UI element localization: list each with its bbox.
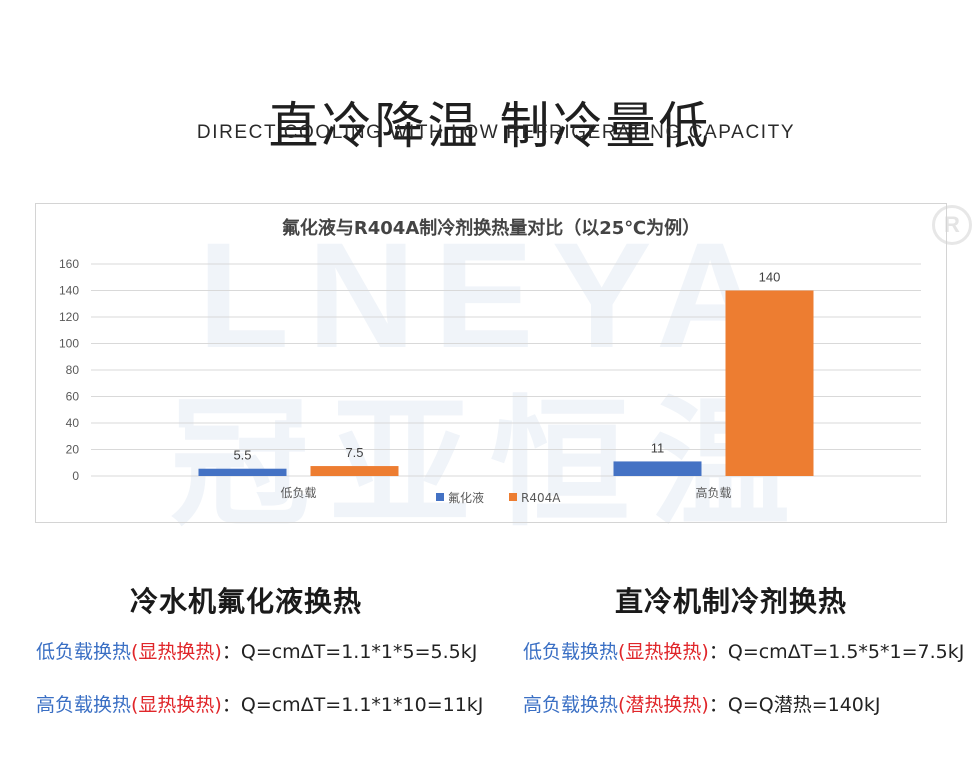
y-tick-label: 80: [66, 363, 80, 377]
legend-label: 氟化液: [448, 490, 484, 505]
formula-name: 高负载换热: [523, 694, 619, 716]
x-category-label: 高负载: [695, 485, 731, 500]
y-tick-label: 100: [59, 337, 79, 351]
bar: [310, 466, 399, 476]
y-tick-label: 40: [66, 416, 80, 430]
legend-label: R404A: [521, 491, 561, 505]
formula-separator: ：: [221, 694, 241, 716]
formula-separator: ：: [708, 641, 728, 663]
chart-title: 氟化液与R404A制冷剂换热量对比（以25℃为例）: [282, 217, 700, 239]
bar: [613, 461, 702, 476]
data-label: 11: [651, 440, 665, 455]
formula-expression: Q=cmΔT=1.1*1*10=11kJ: [240, 694, 484, 716]
formula-type: (潜热换热): [618, 694, 709, 716]
formula-line: 高负载换热(潜热换热)：Q=Q潜热=140kJ: [523, 690, 880, 717]
registered-trademark-icon: R: [932, 205, 972, 245]
bar: [198, 468, 287, 476]
formula-separator: ：: [708, 694, 728, 716]
formula-expression: Q=cmΔT=1.1*1*5=5.5kJ: [240, 641, 478, 663]
formula-separator: ：: [221, 641, 241, 663]
y-tick-label: 120: [59, 310, 79, 324]
formula-line: 高负载换热(显热换热)：Q=cmΔT=1.1*1*10=11kJ: [36, 690, 483, 717]
y-tick-label: 60: [66, 390, 80, 404]
chart-legend: 氟化液 R404A: [436, 490, 561, 505]
formula-name: 低负载换热: [523, 641, 619, 663]
data-label: 5.5: [233, 448, 251, 463]
chart-labels: 5.5 7.5 低负载 11 140 高负载: [233, 270, 780, 501]
formula-expression: Q=Q潜热=140kJ: [727, 694, 881, 716]
y-tick-label: 140: [59, 284, 79, 298]
bar: [725, 290, 814, 476]
formula-type: (显热换热): [131, 641, 222, 663]
data-label: 140: [759, 270, 781, 285]
formula-line: 低负载换热(显热换热)：Q=cmΔT=1.5*5*1=7.5kJ: [523, 637, 964, 664]
formula-line: 低负载换热(显热换热)：Q=cmΔT=1.1*1*5=5.5kJ: [36, 637, 477, 664]
x-category-label: 低负载: [280, 486, 316, 500]
y-tick-label: 20: [66, 443, 80, 457]
bar-chart: 氟化液与R404A制冷剂换热量对比（以25℃为例） 0 20 40 60 80 100 12…: [59, 217, 921, 505]
formula-type: (显热换热): [618, 641, 709, 663]
section-heading-fluorinated-liquid: 冷水机氟化液换热: [130, 585, 363, 618]
y-tick-label: 160: [59, 257, 79, 271]
chart-bars: [198, 290, 814, 476]
data-label: 7.5: [345, 445, 363, 460]
page-title: 直冷降温 制冷量低: [268, 96, 712, 155]
legend-swatch: [436, 493, 444, 501]
section-heading-refrigerant: 直冷机制冷剂换热: [615, 585, 848, 618]
legend-swatch: [509, 493, 517, 501]
y-tick-label: 0: [72, 469, 79, 483]
page-subtitle: DIRECT COOLING WITH LOW REFRIGERATING CA…: [196, 122, 796, 143]
formula-name: 高负载换热: [36, 694, 132, 716]
chart-panel: 氟化液与R404A制冷剂换热量对比（以25℃为例） 0 20 40 60 80 100 12…: [35, 203, 947, 523]
formula-name: 低负载换热: [36, 641, 132, 663]
formula-type: (显热换热): [131, 694, 222, 716]
formula-expression: Q=cmΔT=1.5*5*1=7.5kJ: [727, 641, 965, 663]
